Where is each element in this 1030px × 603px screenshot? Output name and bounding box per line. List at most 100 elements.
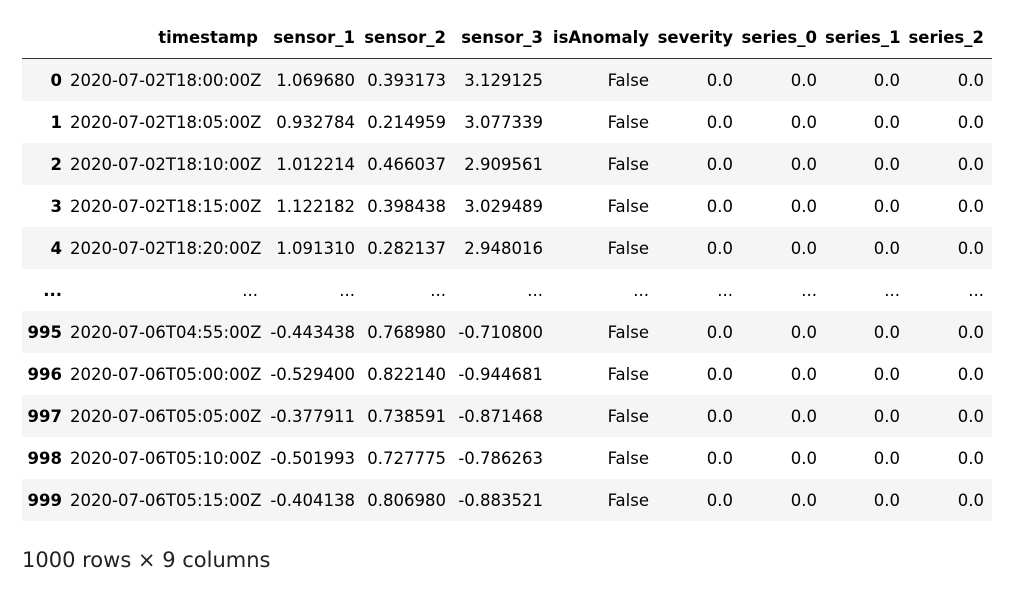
table-cell: 0.0 — [957, 406, 984, 426]
table-cell: 0.0 — [957, 364, 984, 384]
table-cell: -0.710800 — [458, 322, 543, 342]
table-cell: False — [607, 70, 649, 90]
table-cell: 0.0 — [873, 364, 900, 384]
table-cell: -0.883521 — [458, 490, 543, 510]
table-cell: 0.0 — [790, 322, 817, 342]
table-row: 4 2020-07-02T18:20:00Z 1.091310 0.282137 2.9… — [22, 227, 992, 269]
table-cell: 1.012214 — [276, 154, 355, 174]
dataframe: timestamp sensor_1 sensor_2 sensor_3 isAnoma… — [22, 17, 992, 521]
row-index: 995 — [27, 322, 62, 342]
table-cell: 0.0 — [957, 238, 984, 258]
row-index: 998 — [27, 448, 62, 468]
table-cell: 0.0 — [790, 490, 817, 510]
table-cell: 0.0 — [790, 448, 817, 468]
table-cell: 0.0 — [706, 196, 733, 216]
row-index: 997 — [27, 406, 62, 426]
table-cell: 0.0 — [873, 490, 900, 510]
table-cell: 0.0 — [873, 70, 900, 90]
table-cell: 0.0 — [706, 154, 733, 174]
table-cell: 0.727775 — [367, 448, 446, 468]
table-cell: 0.738591 — [367, 406, 446, 426]
table-cell: False — [607, 322, 649, 342]
table-cell: 0.0 — [706, 70, 733, 90]
table-cell: 2.909561 — [464, 154, 543, 174]
table-cell: ... — [633, 280, 649, 300]
table-cell: False — [607, 112, 649, 132]
table-row: 998 2020-07-06T05:10:00Z -0.501993 0.727775… — [22, 437, 992, 479]
row-index: 999 — [27, 490, 62, 510]
column-header: sensor_1 — [266, 17, 363, 59]
column-header: severity — [657, 17, 741, 59]
table-cell: -0.529400 — [270, 364, 355, 384]
table-cell: ... — [801, 280, 817, 300]
table-cell: 0.0 — [790, 154, 817, 174]
table-cell: 0.0 — [873, 154, 900, 174]
row-index: 0 — [50, 70, 62, 90]
table-row: 1 2020-07-02T18:05:00Z 0.932784 0.214959 3.0… — [22, 101, 992, 143]
table-cell: 0.0 — [957, 490, 984, 510]
row-count: 1000 rows × 9 columns — [22, 548, 271, 572]
table-cell: 1.091310 — [276, 238, 355, 258]
column-header: series_0 — [741, 17, 825, 59]
table-row: .............................. — [22, 269, 992, 311]
table-cell: 0.932784 — [276, 112, 355, 132]
table-cell: 1.069680 — [276, 70, 355, 90]
table-cell: ... — [339, 280, 355, 300]
table-cell: 0.0 — [873, 238, 900, 258]
table-cell: 0.0 — [790, 238, 817, 258]
table-cell: False — [607, 238, 649, 258]
table-cell: 0.0 — [790, 70, 817, 90]
table-cell: ... — [242, 280, 258, 300]
index-header — [22, 17, 70, 59]
table-cell: 0.822140 — [367, 364, 446, 384]
column-header: isAnomaly — [551, 17, 657, 59]
table-cell: -0.443438 — [270, 322, 355, 342]
table-cell: 0.0 — [706, 490, 733, 510]
table-cell: 3.129125 — [464, 70, 543, 90]
table-cell: 0.466037 — [367, 154, 446, 174]
table-cell: 2020-07-02T18:20:00Z — [70, 238, 262, 258]
table-cell: ... — [968, 280, 984, 300]
column-header: series_2 — [908, 17, 992, 59]
table-cell: -0.377911 — [270, 406, 355, 426]
table-cell: 0.0 — [957, 70, 984, 90]
header-row: timestamp sensor_1 sensor_2 sensor_3 isAnoma… — [22, 17, 992, 59]
table-cell: 0.768980 — [367, 322, 446, 342]
table-cell: 0.0 — [873, 112, 900, 132]
table-cell: 2.948016 — [464, 238, 543, 258]
table-cell: 0.0 — [790, 364, 817, 384]
table-cell: 0.0 — [790, 112, 817, 132]
table-cell: 0.0 — [957, 154, 984, 174]
table-cell: -0.871468 — [458, 406, 543, 426]
table-row: 996 2020-07-06T05:00:00Z -0.529400 0.822140… — [22, 353, 992, 395]
table-cell: 0.806980 — [367, 490, 446, 510]
table-cell: 0.0 — [873, 322, 900, 342]
table-cell: -0.501993 — [270, 448, 355, 468]
table-cell: 1.122182 — [276, 196, 355, 216]
table-cell: 2020-07-02T18:05:00Z — [70, 112, 262, 132]
table-cell: ... — [527, 280, 543, 300]
column-header: series_1 — [825, 17, 908, 59]
table-cell: -0.786263 — [458, 448, 543, 468]
row-index: 3 — [50, 196, 62, 216]
table-cell: False — [607, 196, 649, 216]
table-cell: 2020-07-02T18:15:00Z — [70, 196, 262, 216]
table-row: 3 2020-07-02T18:15:00Z 1.122182 0.398438 3.0… — [22, 185, 992, 227]
row-index: 1 — [50, 112, 62, 132]
table-cell: 0.0 — [873, 196, 900, 216]
row-index: ... — [43, 280, 62, 300]
table-cell: 0.282137 — [367, 238, 446, 258]
table-cell: 0.0 — [873, 406, 900, 426]
table-cell: 2020-07-06T05:10:00Z — [70, 448, 262, 468]
table-cell: False — [607, 364, 649, 384]
table-cell: 0.0 — [873, 448, 900, 468]
table-cell: False — [607, 154, 649, 174]
table-cell: -0.944681 — [458, 364, 543, 384]
table-cell: 0.0 — [790, 406, 817, 426]
table-cell: 0.0 — [706, 112, 733, 132]
table-cell: 0.398438 — [367, 196, 446, 216]
table-cell: 2020-07-02T18:10:00Z — [70, 154, 262, 174]
table-cell: 3.077339 — [464, 112, 543, 132]
table-header: timestamp sensor_1 sensor_2 sensor_3 isAnoma… — [22, 17, 992, 59]
table-row: 2 2020-07-02T18:10:00Z 1.012214 0.466037 2.9… — [22, 143, 992, 185]
